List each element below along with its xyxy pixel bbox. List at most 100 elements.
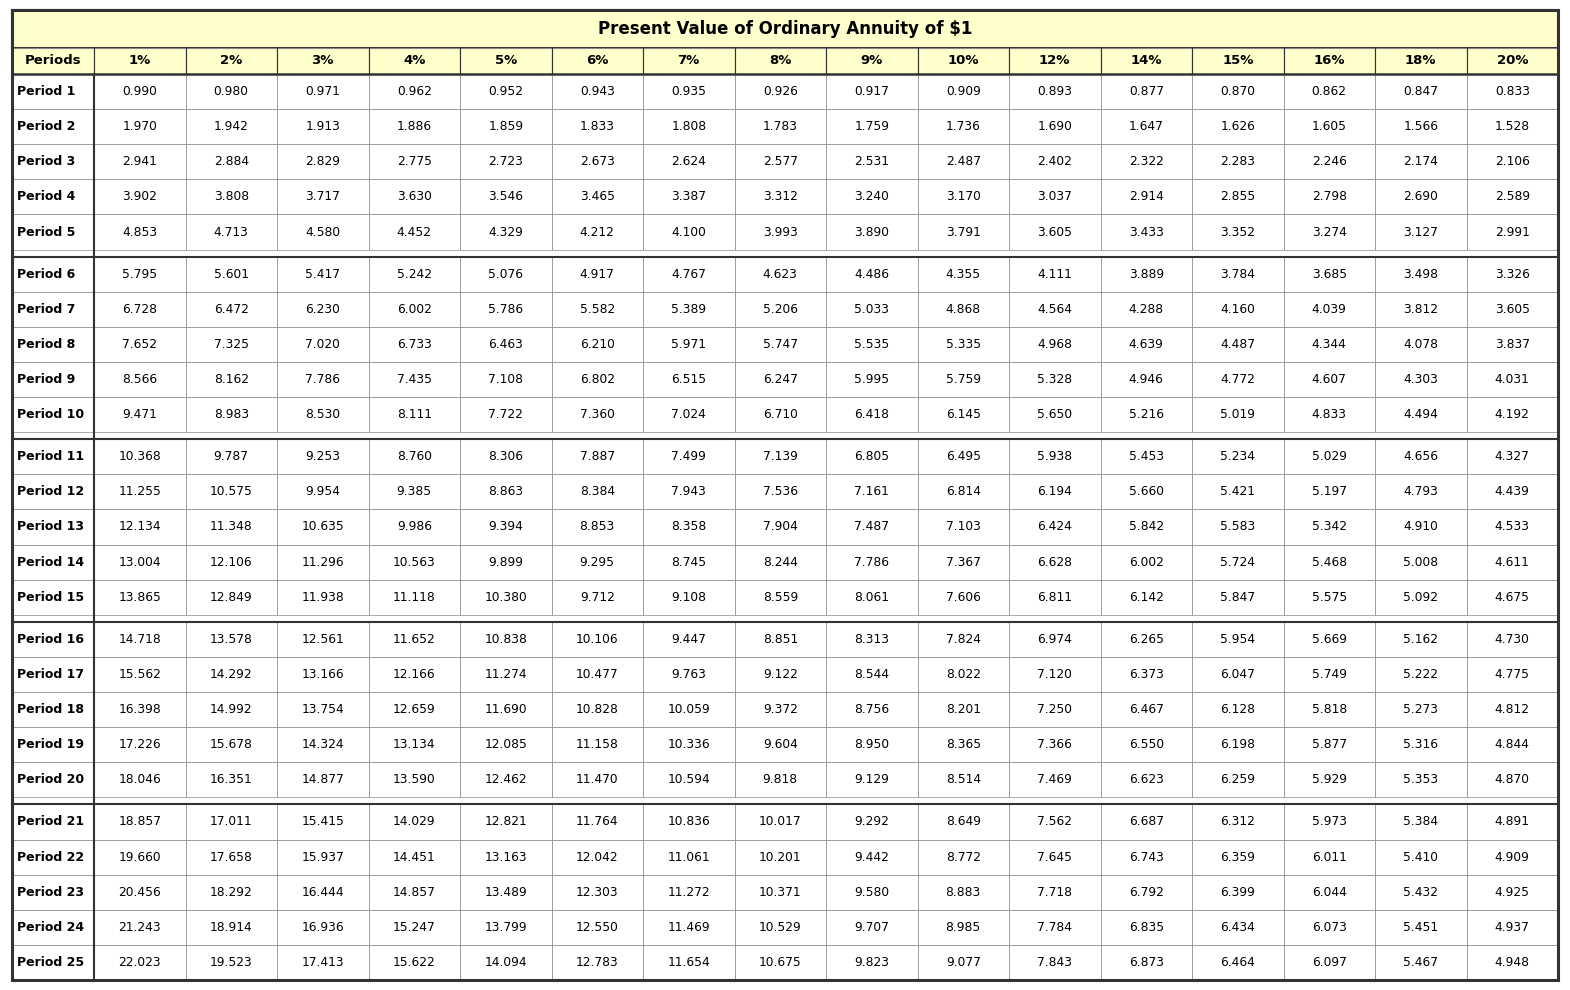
Bar <box>826 145 917 179</box>
Text: 9%: 9% <box>860 54 882 67</box>
Bar <box>1375 48 1466 74</box>
Text: 6.974: 6.974 <box>1038 633 1072 645</box>
Bar <box>1466 74 1557 109</box>
Text: 1.736: 1.736 <box>945 120 981 134</box>
Text: 8.384: 8.384 <box>579 485 615 498</box>
Bar <box>917 292 1010 327</box>
Text: 8.022: 8.022 <box>945 668 981 681</box>
Bar <box>185 440 276 474</box>
Text: 10.017: 10.017 <box>758 816 802 829</box>
Text: 14.029: 14.029 <box>392 816 435 829</box>
Bar <box>185 622 276 657</box>
Bar <box>185 840 276 874</box>
Text: 8%: 8% <box>769 54 791 67</box>
Bar <box>94 74 185 109</box>
Text: 12.821: 12.821 <box>485 816 528 829</box>
Bar <box>1375 762 1466 797</box>
Bar <box>826 440 917 474</box>
Bar <box>1192 292 1284 327</box>
Bar <box>644 874 735 910</box>
Bar <box>735 510 826 544</box>
Bar <box>94 728 185 762</box>
Bar <box>94 292 185 327</box>
Bar <box>551 728 644 762</box>
Bar <box>1284 657 1375 692</box>
Bar <box>13 544 94 580</box>
Bar <box>1192 910 1284 944</box>
Bar <box>735 74 826 109</box>
Bar <box>1375 362 1466 397</box>
Text: 18.857: 18.857 <box>118 816 162 829</box>
Bar <box>1375 292 1466 327</box>
Text: 4.925: 4.925 <box>1495 886 1529 899</box>
Bar <box>1375 179 1466 215</box>
Bar <box>917 580 1010 615</box>
Bar <box>1284 474 1375 510</box>
Text: 6.550: 6.550 <box>1129 739 1163 751</box>
Bar <box>1010 145 1101 179</box>
Bar <box>551 327 644 362</box>
Bar <box>1101 397 1192 433</box>
Text: 4.917: 4.917 <box>579 267 615 280</box>
Text: 6.097: 6.097 <box>1313 956 1347 969</box>
Text: 5.795: 5.795 <box>122 267 157 280</box>
Text: 0.971: 0.971 <box>305 85 341 98</box>
Text: 0.990: 0.990 <box>122 85 157 98</box>
Bar <box>917 362 1010 397</box>
Text: Period 20: Period 20 <box>17 773 85 786</box>
Bar <box>917 840 1010 874</box>
Text: 10.336: 10.336 <box>667 739 710 751</box>
Bar <box>460 292 551 327</box>
Bar <box>1375 622 1466 657</box>
Text: 4.439: 4.439 <box>1495 485 1529 498</box>
Text: 6.399: 6.399 <box>1220 886 1254 899</box>
Text: 4.039: 4.039 <box>1313 303 1347 316</box>
Bar <box>369 544 460 580</box>
Text: 5.342: 5.342 <box>1313 521 1347 534</box>
Text: Period 8: Period 8 <box>17 338 75 350</box>
Text: 7.887: 7.887 <box>579 450 615 463</box>
Text: 4.344: 4.344 <box>1313 338 1347 350</box>
Bar <box>826 109 917 145</box>
Text: 6.733: 6.733 <box>397 338 432 350</box>
Text: 3.630: 3.630 <box>397 190 432 203</box>
Text: 3.127: 3.127 <box>1404 226 1438 239</box>
Bar <box>735 622 826 657</box>
Bar <box>276 474 369 510</box>
Bar <box>94 145 185 179</box>
Text: 11.061: 11.061 <box>667 850 710 863</box>
Text: 9.763: 9.763 <box>672 668 707 681</box>
Bar <box>551 510 644 544</box>
Text: 15.247: 15.247 <box>392 921 435 934</box>
Text: 2.322: 2.322 <box>1129 155 1163 168</box>
Text: 4.730: 4.730 <box>1495 633 1529 645</box>
Bar <box>735 728 826 762</box>
Bar <box>1101 944 1192 980</box>
Bar <box>826 657 917 692</box>
Text: 0.962: 0.962 <box>397 85 432 98</box>
Text: 2.106: 2.106 <box>1495 155 1529 168</box>
Text: 4.844: 4.844 <box>1495 739 1529 751</box>
Text: 4.833: 4.833 <box>1313 408 1347 421</box>
Bar <box>917 944 1010 980</box>
Text: 9.818: 9.818 <box>763 773 798 786</box>
Text: 4.580: 4.580 <box>305 226 341 239</box>
Bar <box>1466 657 1557 692</box>
Text: 3.352: 3.352 <box>1220 226 1256 239</box>
Bar <box>276 440 369 474</box>
Bar <box>276 362 369 397</box>
Bar <box>917 256 1010 292</box>
Text: 8.244: 8.244 <box>763 555 798 568</box>
Text: 9.077: 9.077 <box>945 956 981 969</box>
Bar <box>185 327 276 362</box>
Text: 10.201: 10.201 <box>758 850 802 863</box>
Text: 3.717: 3.717 <box>305 190 341 203</box>
Text: 6.467: 6.467 <box>1129 703 1163 716</box>
Bar <box>644 510 735 544</box>
Bar <box>1192 657 1284 692</box>
Text: 6.472: 6.472 <box>214 303 248 316</box>
Text: 2.589: 2.589 <box>1495 190 1529 203</box>
Bar <box>917 397 1010 433</box>
Text: 9.712: 9.712 <box>579 591 615 604</box>
Text: 4.303: 4.303 <box>1404 373 1438 386</box>
